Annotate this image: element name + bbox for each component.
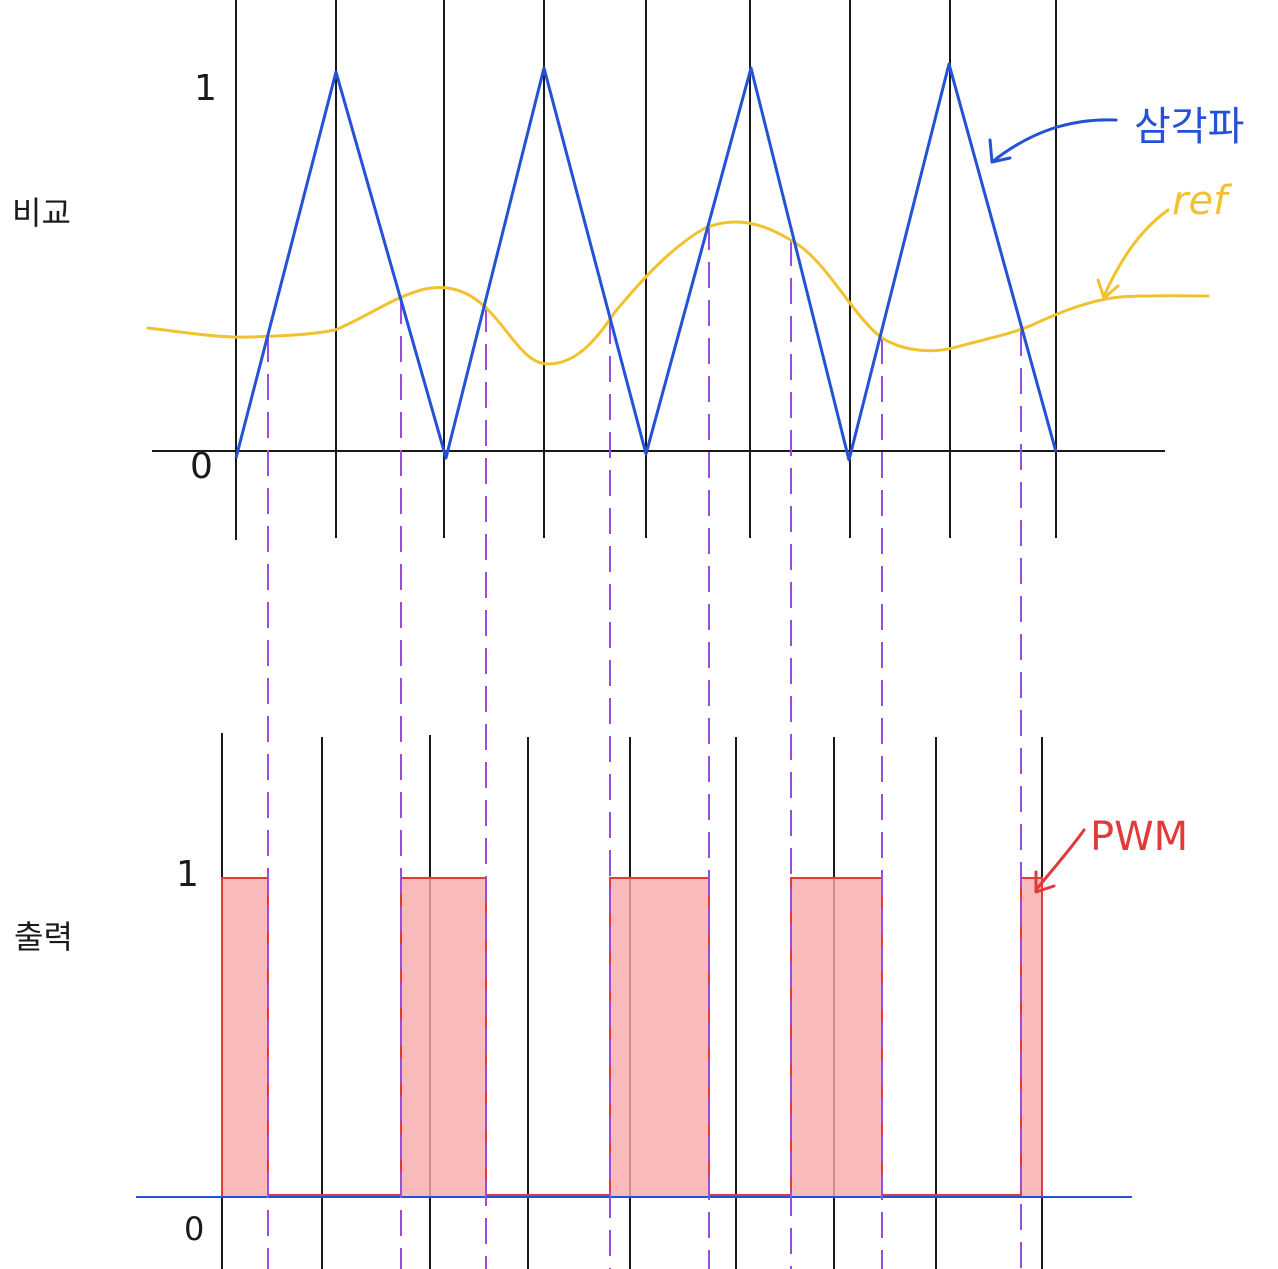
pwm-pulse — [609, 877, 710, 1198]
pwm-arrow — [1034, 828, 1086, 892]
pwm-pulse — [221, 877, 269, 1198]
triangle-arrow — [990, 118, 1118, 164]
pwm-annotation: PWM — [1034, 814, 1188, 894]
triangle-annotation: 삼각파 — [988, 104, 1244, 164]
triangle-label: 삼각파 — [1134, 104, 1244, 150]
pwm-pulse — [790, 877, 883, 1198]
comparison-lines — [267, 224, 1022, 1269]
pwm-label: PWM — [1090, 814, 1188, 860]
ref-annotation: ref — [1096, 178, 1233, 300]
top-grid — [152, 0, 1165, 540]
bottom-zero-label: 0 — [184, 1210, 204, 1248]
triangle-carrier — [234, 62, 1058, 462]
output-label: 출력 — [14, 918, 73, 956]
compare-label: 비교 — [12, 194, 71, 232]
ref-arrow-head — [1096, 278, 1120, 300]
pwm-waveform — [221, 877, 1043, 1198]
top-one-label: 1 — [194, 68, 217, 109]
ref-curve — [146, 220, 1210, 366]
ref-label: ref — [1172, 178, 1233, 224]
top-zero-label: 0 — [190, 446, 213, 487]
pwm-arrow-head — [1034, 870, 1056, 894]
ref-arrow — [1102, 208, 1170, 298]
bottom-one-label: 1 — [176, 854, 199, 895]
pwm-pulse — [400, 877, 487, 1198]
pwm-pulse — [1020, 877, 1043, 1198]
triangle-arrow-head — [988, 138, 1012, 164]
